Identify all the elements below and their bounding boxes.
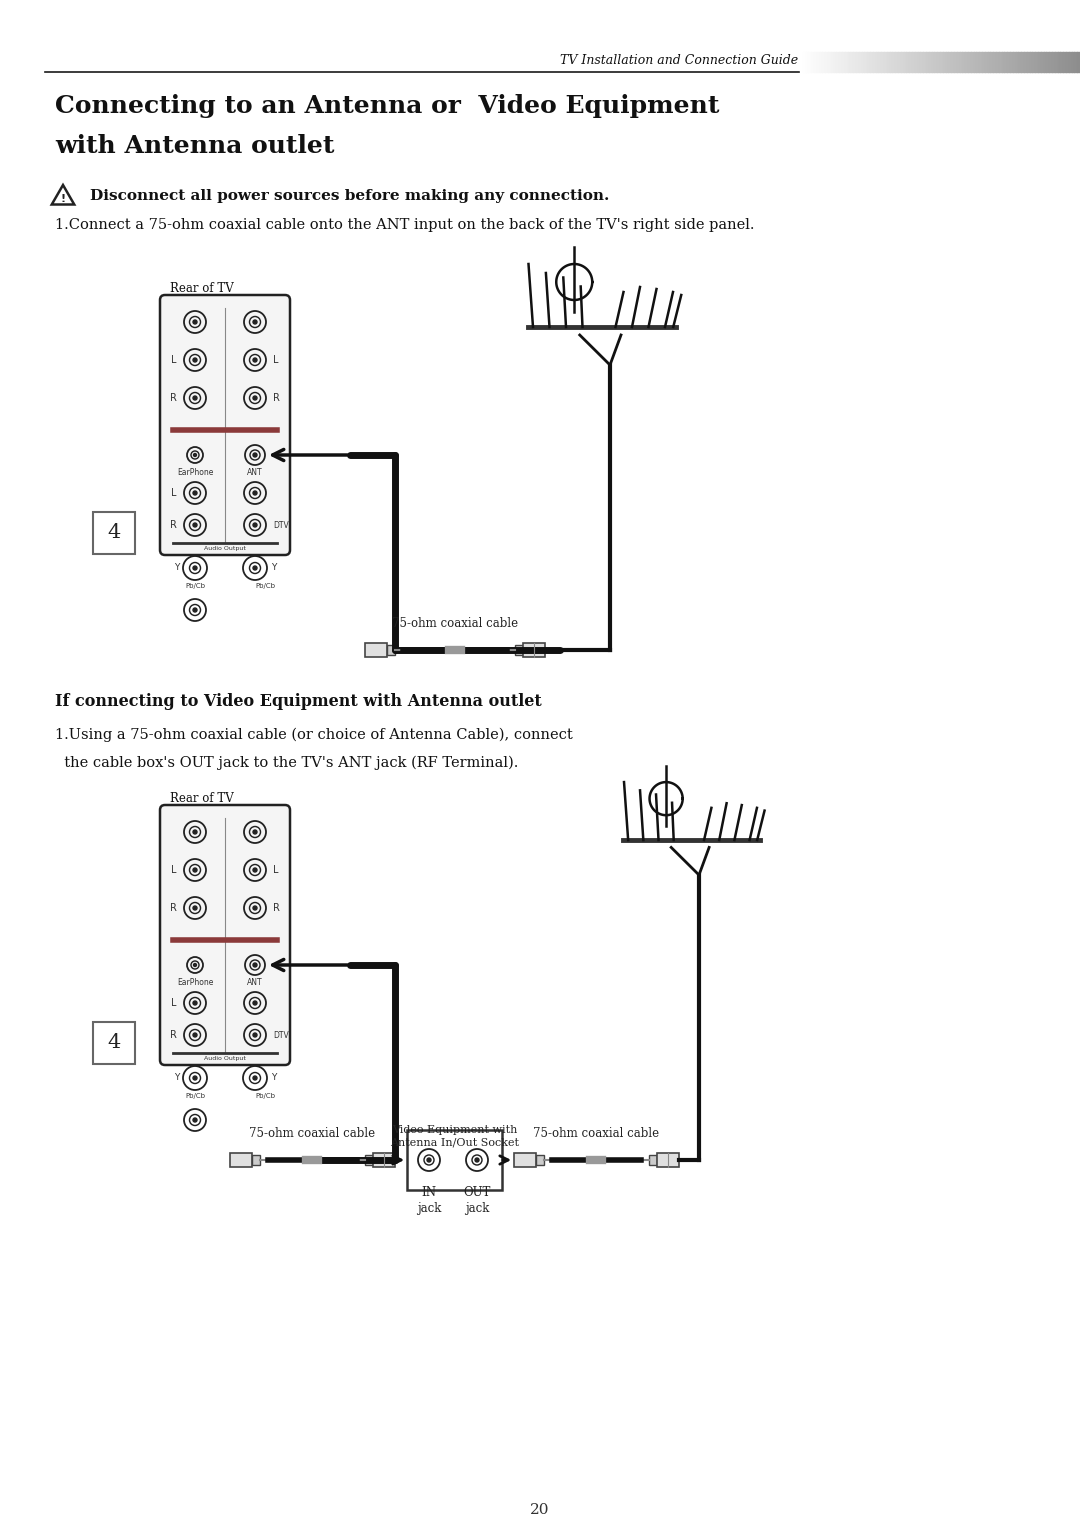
Text: Y: Y: [174, 563, 179, 572]
Bar: [514, 1154, 536, 1167]
Text: R: R: [171, 1029, 177, 1040]
Circle shape: [193, 566, 197, 571]
Circle shape: [253, 1002, 257, 1005]
Circle shape: [475, 1158, 480, 1161]
Text: EarPhone: EarPhone: [177, 468, 213, 477]
Circle shape: [253, 566, 257, 571]
Text: TV Installation and Connection Guide: TV Installation and Connection Guide: [559, 55, 798, 67]
Bar: [536, 1155, 544, 1164]
Circle shape: [253, 491, 257, 495]
Text: Audio Output: Audio Output: [204, 546, 246, 551]
Text: 75-ohm coaxial cable: 75-ohm coaxial cable: [392, 617, 518, 630]
Circle shape: [193, 523, 197, 528]
Bar: [515, 644, 523, 655]
Bar: [407, 1131, 502, 1190]
Circle shape: [253, 963, 257, 966]
Circle shape: [253, 321, 257, 324]
Text: Connecting to an Antenna or  Video Equipment: Connecting to an Antenna or Video Equipm…: [55, 94, 719, 118]
Text: 75-ohm coaxial cable: 75-ohm coaxial cable: [534, 1127, 660, 1140]
Text: Y: Y: [174, 1074, 179, 1083]
Text: Pb/Cb: Pb/Cb: [185, 583, 205, 589]
Bar: [230, 1154, 252, 1167]
Bar: [365, 1155, 373, 1164]
Circle shape: [253, 396, 257, 400]
Circle shape: [193, 491, 197, 495]
Text: !: !: [60, 193, 66, 204]
Text: R: R: [273, 393, 280, 403]
Text: Pb/Cb: Pb/Cb: [255, 1094, 275, 1098]
Text: Disconnect all power sources before making any connection.: Disconnect all power sources before maki…: [90, 189, 609, 202]
Text: 4: 4: [107, 523, 121, 543]
Text: L: L: [273, 865, 279, 874]
Text: L: L: [172, 488, 177, 499]
Text: ANT: ANT: [247, 979, 262, 986]
Text: Y: Y: [271, 563, 276, 572]
Circle shape: [193, 607, 197, 612]
Circle shape: [427, 1158, 431, 1161]
Circle shape: [193, 1002, 197, 1005]
Text: Y: Y: [271, 1074, 276, 1083]
Text: 75-ohm coaxial cable: 75-ohm coaxial cable: [249, 1127, 376, 1140]
Circle shape: [193, 830, 197, 834]
Text: OUT
jack: OUT jack: [463, 1186, 490, 1215]
Circle shape: [253, 907, 257, 910]
Bar: [387, 644, 395, 655]
Text: R: R: [171, 393, 177, 403]
Text: R: R: [171, 520, 177, 531]
Circle shape: [193, 1118, 197, 1121]
Circle shape: [193, 963, 197, 966]
Bar: [365, 643, 387, 657]
Circle shape: [193, 907, 197, 910]
Circle shape: [193, 321, 197, 324]
Text: the cable box's OUT jack to the TV's ANT jack (RF Terminal).: the cable box's OUT jack to the TV's ANT…: [55, 756, 518, 770]
Text: R: R: [171, 904, 177, 913]
Text: Video Equipment with
Antenna In/Out Socket: Video Equipment with Antenna In/Out Sock…: [390, 1124, 519, 1147]
Circle shape: [193, 357, 197, 362]
Circle shape: [253, 1075, 257, 1080]
Text: Rear of TV: Rear of TV: [170, 282, 233, 295]
Text: with Antenna outlet: with Antenna outlet: [55, 133, 335, 158]
Text: Pb/Cb: Pb/Cb: [255, 583, 275, 589]
Text: 1.Connect a 75-ohm coaxial cable onto the ANT input on the back of the TV's righ: 1.Connect a 75-ohm coaxial cable onto th…: [55, 218, 755, 232]
Text: L: L: [273, 354, 279, 365]
Text: ANT: ANT: [247, 468, 262, 477]
Circle shape: [193, 1075, 197, 1080]
Text: DTV: DTV: [273, 1031, 288, 1040]
Circle shape: [193, 868, 197, 871]
Text: If connecting to Video Equipment with Antenna outlet: If connecting to Video Equipment with An…: [55, 693, 542, 710]
Text: 4: 4: [107, 1034, 121, 1052]
Text: Rear of TV: Rear of TV: [170, 792, 233, 805]
Text: Audio Output: Audio Output: [204, 1055, 246, 1062]
Text: 20: 20: [530, 1503, 550, 1517]
FancyBboxPatch shape: [93, 1022, 135, 1065]
Bar: [649, 1155, 657, 1164]
Bar: [252, 1155, 260, 1164]
Circle shape: [193, 454, 197, 457]
Text: R: R: [273, 904, 280, 913]
Bar: [657, 1154, 679, 1167]
Circle shape: [193, 1032, 197, 1037]
Text: L: L: [172, 865, 177, 874]
Text: L: L: [172, 354, 177, 365]
Circle shape: [253, 1032, 257, 1037]
Text: 1.Using a 75-ohm coaxial cable (or choice of Antenna Cable), connect: 1.Using a 75-ohm coaxial cable (or choic…: [55, 727, 572, 742]
Text: L: L: [172, 999, 177, 1008]
Bar: [373, 1154, 395, 1167]
FancyBboxPatch shape: [93, 512, 135, 554]
Bar: [523, 643, 545, 657]
Circle shape: [193, 396, 197, 400]
Circle shape: [253, 357, 257, 362]
Circle shape: [253, 453, 257, 457]
Text: DTV: DTV: [273, 520, 288, 529]
Circle shape: [253, 830, 257, 834]
FancyBboxPatch shape: [160, 295, 291, 555]
Circle shape: [253, 868, 257, 871]
Circle shape: [253, 523, 257, 528]
Text: EarPhone: EarPhone: [177, 979, 213, 986]
FancyBboxPatch shape: [160, 805, 291, 1065]
Text: Pb/Cb: Pb/Cb: [185, 1094, 205, 1098]
Text: IN
jack: IN jack: [417, 1186, 442, 1215]
